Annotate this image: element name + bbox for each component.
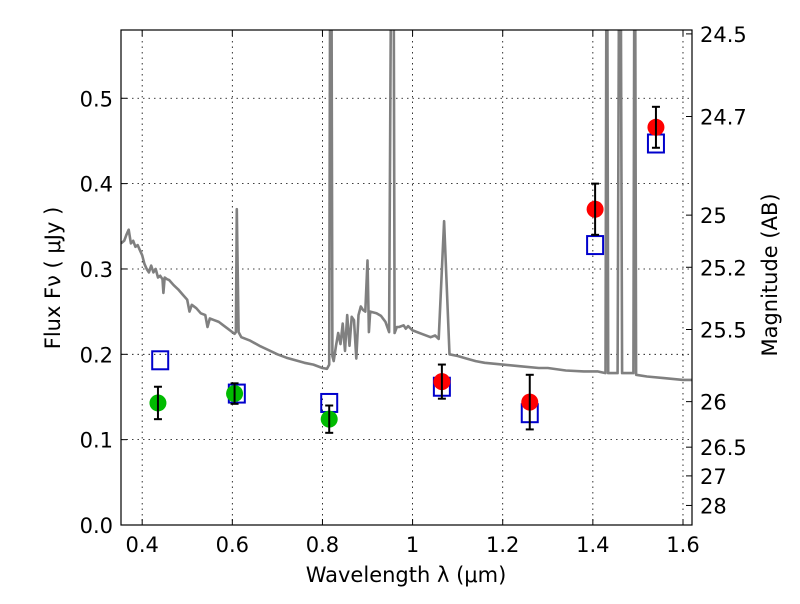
y-tick-label: 0.0 — [80, 514, 113, 538]
x-tick-label: 1.4 — [576, 533, 609, 557]
right-tick-label: 25.5 — [700, 318, 747, 342]
right-axis: 24.5 24.7 25 25.2 25.5 26 26.5 27 28 — [686, 23, 747, 518]
x-tick-label: 1.6 — [666, 533, 699, 557]
right-tick-label: 24.7 — [700, 106, 747, 130]
y-tick-label: 0.5 — [80, 87, 113, 111]
y-axis: 0.0 0.1 0.2 0.3 0.4 0.5 — [80, 87, 127, 538]
right-tick-label: 26 — [700, 391, 727, 415]
y-tick-label: 0.4 — [80, 173, 113, 197]
x-axis: 0.4 0.6 0.8 1 1.2 1.4 1.6 — [125, 30, 700, 557]
right-tick-label: 25 — [700, 204, 727, 228]
x-tick-label: 0.6 — [216, 533, 249, 557]
x-tick-label: 0.8 — [306, 533, 339, 557]
model-photometry-marker — [151, 350, 170, 371]
y-tick-label: 0.1 — [80, 429, 113, 453]
y-tick-label: 0.3 — [80, 258, 113, 282]
grid — [121, 30, 692, 526]
right-tick-label: 26.5 — [700, 436, 747, 460]
x-tick-label: 1 — [406, 533, 419, 557]
right-tick-label: 27 — [700, 465, 727, 489]
markers — [149, 105, 665, 434]
y-axis-label: Flux Fν ( μJy ) — [41, 207, 65, 350]
y-tick-label: 0.2 — [80, 343, 113, 367]
plot-frame — [120, 29, 693, 526]
right-axis-label: Magnitude (AB) — [758, 193, 782, 356]
right-tick-label: 25.2 — [700, 256, 747, 280]
right-tick-label: 24.5 — [700, 23, 747, 47]
x-tick-label: 0.4 — [125, 533, 158, 557]
x-tick-label: 1.2 — [486, 533, 519, 557]
spectrum-line — [121, 30, 692, 382]
model-photometry-marker — [586, 235, 605, 256]
x-axis-label: Wavelength λ (μm) — [306, 563, 507, 587]
right-tick-label: 28 — [700, 494, 727, 518]
